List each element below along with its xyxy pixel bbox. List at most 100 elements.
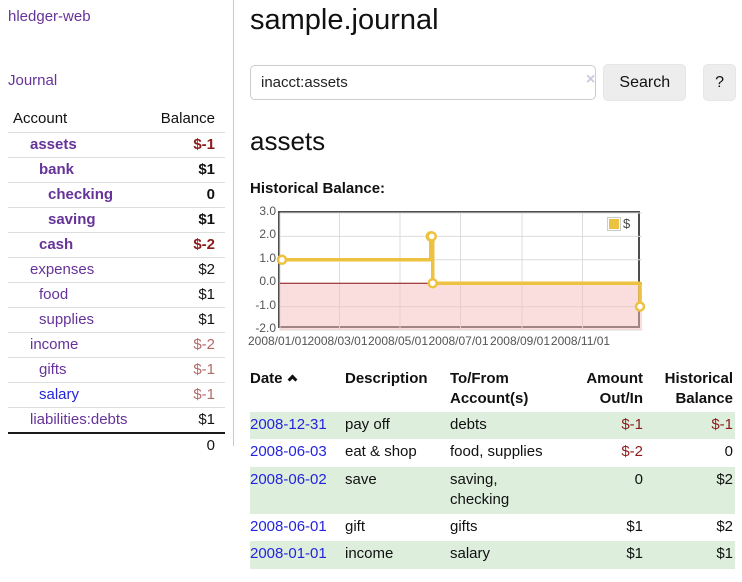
search-input[interactable]	[250, 65, 597, 100]
account-link-cash[interactable]: cash	[39, 236, 74, 253]
account-row: gifts $-1	[8, 357, 225, 383]
transaction-description: pay off	[345, 416, 390, 433]
account-row: expenses $2	[8, 257, 225, 283]
account-balance: $-2	[145, 332, 225, 358]
account-balance: $-1	[145, 132, 225, 158]
account-balance: 0	[145, 182, 225, 208]
x-axis-tick: 2008/05/01	[367, 334, 429, 348]
account-link-bank[interactable]: bank	[39, 161, 75, 178]
transaction-date-link[interactable]: 2008-06-03	[250, 443, 327, 461]
accounts-table: Account Balance assets $-1 bank $1 checking 0…	[8, 107, 225, 458]
account-row: salary $-1	[8, 382, 225, 408]
account-link-liabilities-debts[interactable]: liabilities:debts	[30, 411, 128, 428]
transaction-amount: $-2	[621, 443, 643, 461]
accounts-total-balance: 0	[145, 432, 225, 458]
transaction-date-link[interactable]: 2008-01-01	[250, 545, 327, 563]
sidebar-item-journal[interactable]: Journal	[8, 72, 58, 89]
account-link-food[interactable]: food	[39, 286, 69, 303]
x-axis-tick: 2008/07/01	[428, 334, 489, 348]
chart-legend: $	[607, 216, 630, 231]
account-link-expenses[interactable]: expenses	[30, 261, 95, 278]
transaction-accounts: debts	[450, 416, 487, 433]
account-row: saving $1	[8, 207, 225, 233]
legend-label: $	[623, 216, 631, 231]
transaction-amount: $1	[626, 545, 643, 563]
register-row: 2008-06-01 gift gifts $1 $2	[250, 514, 735, 541]
account-row: liabilities:debts $1	[8, 407, 225, 433]
transaction-description: income	[345, 545, 394, 563]
brand-link[interactable]: hledger-web	[8, 8, 91, 25]
account-balance: $-1	[145, 382, 225, 408]
transaction-accounts: food, supplies	[450, 443, 543, 461]
transaction-amount: $-1	[621, 416, 643, 433]
transaction-accounts: gifts	[450, 518, 478, 535]
y-axis-tick: 1.0	[259, 250, 276, 265]
register-table: Date Description To/From Account(s) Amou…	[250, 367, 735, 569]
account-link-checking[interactable]: checking	[48, 186, 114, 203]
account-link-income[interactable]: income	[30, 336, 79, 353]
register-row: 2008-01-01 income salary $1 $1	[250, 541, 735, 569]
account-row: checking 0	[8, 182, 225, 208]
chart-series-svg	[276, 212, 646, 331]
transaction-accounts: salary	[450, 545, 491, 563]
account-row: supplies $1	[8, 307, 225, 333]
page-title: sample.journal	[250, 4, 439, 36]
account-row: assets $-1	[8, 132, 225, 158]
y-axis-tick: -2.0	[255, 321, 276, 335]
account-link-gifts[interactable]: gifts	[39, 361, 67, 378]
x-axis-tick: 2008/01/01	[247, 334, 309, 348]
clear-search-icon[interactable]: ×	[586, 71, 596, 88]
transaction-description: gift	[345, 518, 366, 535]
account-link-saving[interactable]: saving	[48, 211, 96, 228]
transaction-description: eat & shop	[345, 443, 417, 461]
account-balance: $1	[145, 157, 225, 183]
register-row: 2008-12-31 pay off debts $-1 $-1	[250, 412, 735, 440]
account-row: food $1	[8, 282, 225, 308]
account-balance: $-2	[145, 232, 225, 258]
transaction-amount: 0	[634, 470, 643, 488]
legend-swatch-icon	[607, 216, 621, 231]
search-form: × Search ?	[250, 64, 736, 101]
accounts-header-balance: Balance	[160, 110, 215, 127]
transaction-balance: 0	[724, 443, 733, 461]
account-balance: $1	[145, 307, 225, 333]
transaction-description: save	[345, 470, 377, 488]
transaction-date-link[interactable]: 2008-12-31	[250, 416, 327, 433]
chart-plot-area	[276, 211, 646, 331]
help-button[interactable]: ?	[703, 64, 736, 101]
brand: hledger-web	[8, 8, 225, 26]
transaction-amount: $1	[626, 518, 643, 535]
account-row: income $-2	[8, 332, 225, 358]
register-row: 2008-06-02 save saving, checking 0 $2	[250, 466, 735, 514]
account-link-assets[interactable]: assets	[30, 136, 77, 153]
y-axis-tick: -1.0	[255, 297, 276, 312]
account-row: cash $-2	[8, 232, 225, 258]
column-header-date[interactable]: Date	[250, 367, 345, 412]
transaction-accounts: saving, checking	[450, 470, 510, 508]
x-axis-tick: 2008/03/01	[307, 334, 368, 348]
historical-balance-chart: $ 3.0 2.0 1.0 0.0 -1.0 -2.0 2008/01/01 2008/03/…	[248, 204, 736, 348]
column-header-balance: Historical Balance	[664, 370, 733, 407]
y-axis-tick: 2.0	[259, 227, 276, 242]
account-link-salary[interactable]: salary	[39, 386, 80, 403]
accounts-total-row: 0	[8, 432, 225, 458]
transaction-balance: $1	[716, 545, 733, 563]
chart-title: Historical Balance:	[250, 180, 386, 197]
account-balance: $-1	[145, 357, 225, 383]
search-button[interactable]: Search	[603, 64, 687, 101]
account-link-supplies[interactable]: supplies	[39, 311, 95, 328]
column-header-amount: Amount Out/In	[586, 370, 643, 407]
account-balance: $1	[145, 207, 225, 233]
transaction-balance: $2	[716, 470, 733, 488]
sort-asc-icon	[287, 374, 297, 385]
column-header-accounts: To/From Account(s)	[450, 370, 529, 407]
register-row: 2008-06-03 eat & shop food, supplies $-2 0	[250, 439, 735, 466]
transaction-date-link[interactable]: 2008-06-02	[250, 470, 327, 488]
account-row: bank $1	[8, 157, 225, 183]
x-axis-tick: 2008/09/01	[489, 334, 551, 348]
accounts-header-account: Account	[13, 110, 68, 127]
transaction-date-link[interactable]: 2008-06-01	[250, 518, 327, 535]
account-balance: $1	[145, 282, 225, 308]
account-balance: $1	[145, 407, 225, 433]
